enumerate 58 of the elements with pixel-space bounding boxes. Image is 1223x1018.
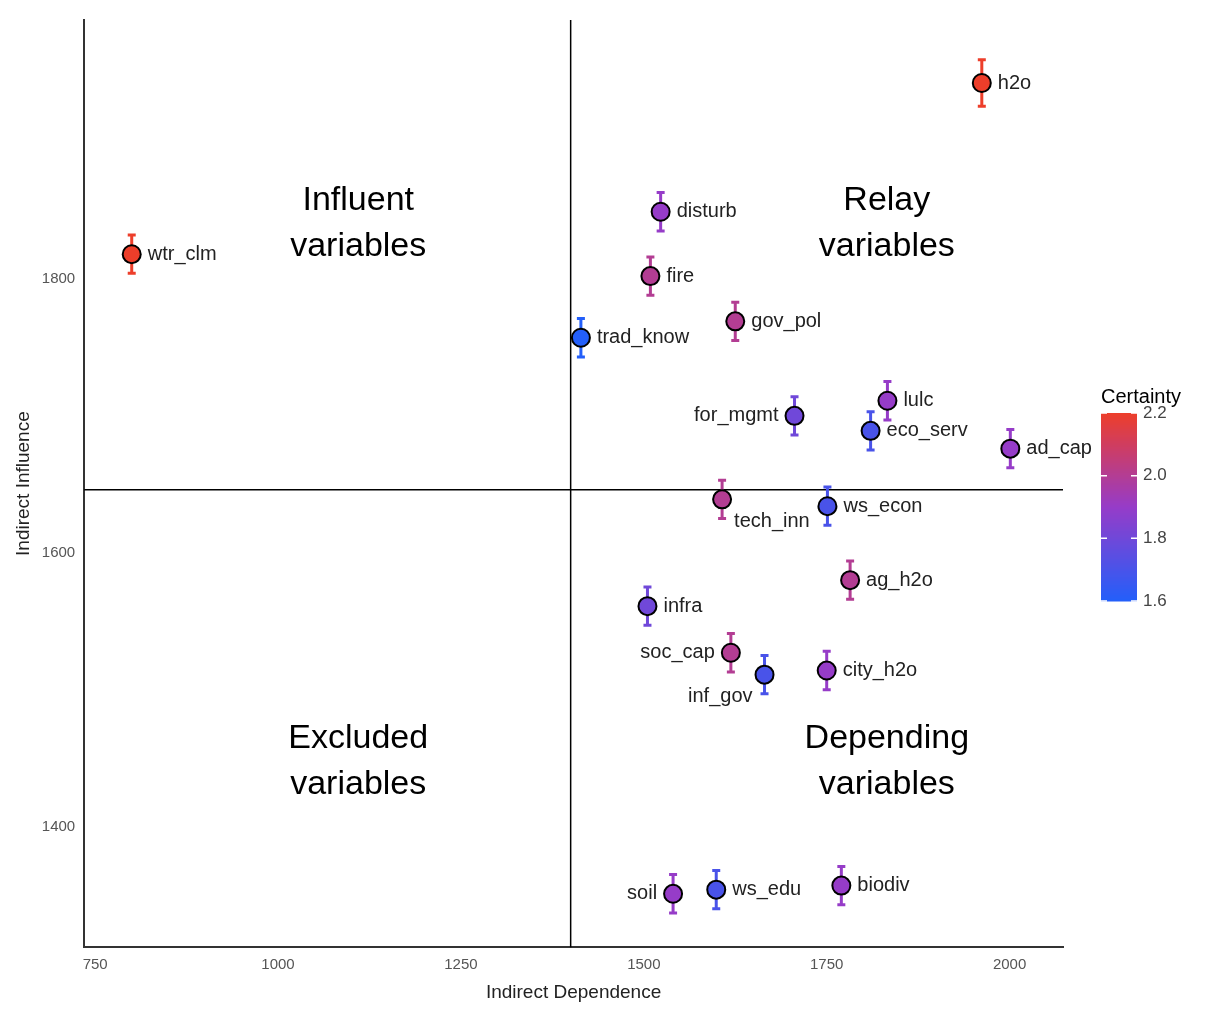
x-tick-label: 1750 bbox=[810, 955, 844, 973]
annotation: tech_inn bbox=[734, 508, 810, 532]
point bbox=[640, 266, 661, 287]
annotation: ag_h2o bbox=[866, 567, 933, 591]
annotation: trad_know bbox=[596, 325, 690, 349]
annotation: lulc bbox=[903, 388, 934, 411]
annotation: soil bbox=[627, 881, 658, 904]
annotation: biodiv bbox=[857, 873, 910, 896]
x-tick-label: 1500 bbox=[627, 955, 661, 973]
point bbox=[784, 405, 805, 426]
point bbox=[663, 883, 684, 904]
point bbox=[121, 244, 142, 265]
x-tick-label: 2000 bbox=[992, 955, 1027, 973]
point bbox=[817, 496, 838, 517]
annotation: ws_econ bbox=[842, 493, 923, 517]
annotation: fire bbox=[666, 263, 695, 286]
point bbox=[650, 201, 671, 222]
annotation: Influent variables bbox=[290, 179, 427, 264]
point bbox=[725, 311, 746, 332]
y-tick-label: 1800 bbox=[41, 268, 76, 286]
annotation: Excluded variables bbox=[288, 717, 429, 802]
point bbox=[840, 570, 861, 591]
color-bar-label: 1.8 bbox=[1143, 528, 1167, 548]
point bbox=[971, 73, 992, 93]
annotation: wtr_clm bbox=[146, 241, 217, 265]
annotation: eco_serv bbox=[886, 418, 968, 442]
point bbox=[712, 489, 733, 510]
annotation: Relay variables bbox=[818, 179, 955, 264]
annotation: ad_cap bbox=[1026, 436, 1092, 460]
annotation: inf_gov bbox=[688, 684, 753, 708]
annotation: for_mgmt bbox=[694, 403, 779, 427]
annotation: Depending variables bbox=[804, 717, 970, 802]
point bbox=[1000, 438, 1021, 459]
annotation: gov_pol bbox=[751, 308, 822, 332]
annotation: soc_cap bbox=[640, 640, 715, 664]
y-tick-label: 1400 bbox=[41, 816, 76, 834]
color-bar-label: 2.0 bbox=[1143, 465, 1167, 485]
point bbox=[860, 420, 881, 441]
y-tick-label: 1600 bbox=[41, 542, 76, 560]
annotation: ws_edu bbox=[731, 877, 802, 901]
point bbox=[570, 327, 591, 348]
x-tick-label: 1250 bbox=[444, 955, 478, 973]
color-bar-label: 1.6 bbox=[1143, 590, 1167, 610]
point bbox=[816, 660, 837, 681]
point bbox=[637, 596, 658, 617]
point bbox=[720, 642, 741, 663]
annotation: city_h2o bbox=[842, 658, 918, 682]
annotation: h2o bbox=[997, 70, 1032, 93]
x-axis-title: Indirect Dependence bbox=[485, 980, 662, 1002]
point bbox=[877, 390, 898, 411]
y-axis-title: Indirect Influence bbox=[11, 411, 33, 556]
annotation: infra bbox=[663, 593, 704, 616]
point bbox=[831, 875, 852, 896]
x-tick-label: 1000 bbox=[261, 955, 295, 973]
point bbox=[754, 664, 775, 685]
point bbox=[706, 879, 727, 900]
annotation: disturb bbox=[676, 199, 737, 222]
x-tick-label: 750 bbox=[82, 955, 108, 973]
